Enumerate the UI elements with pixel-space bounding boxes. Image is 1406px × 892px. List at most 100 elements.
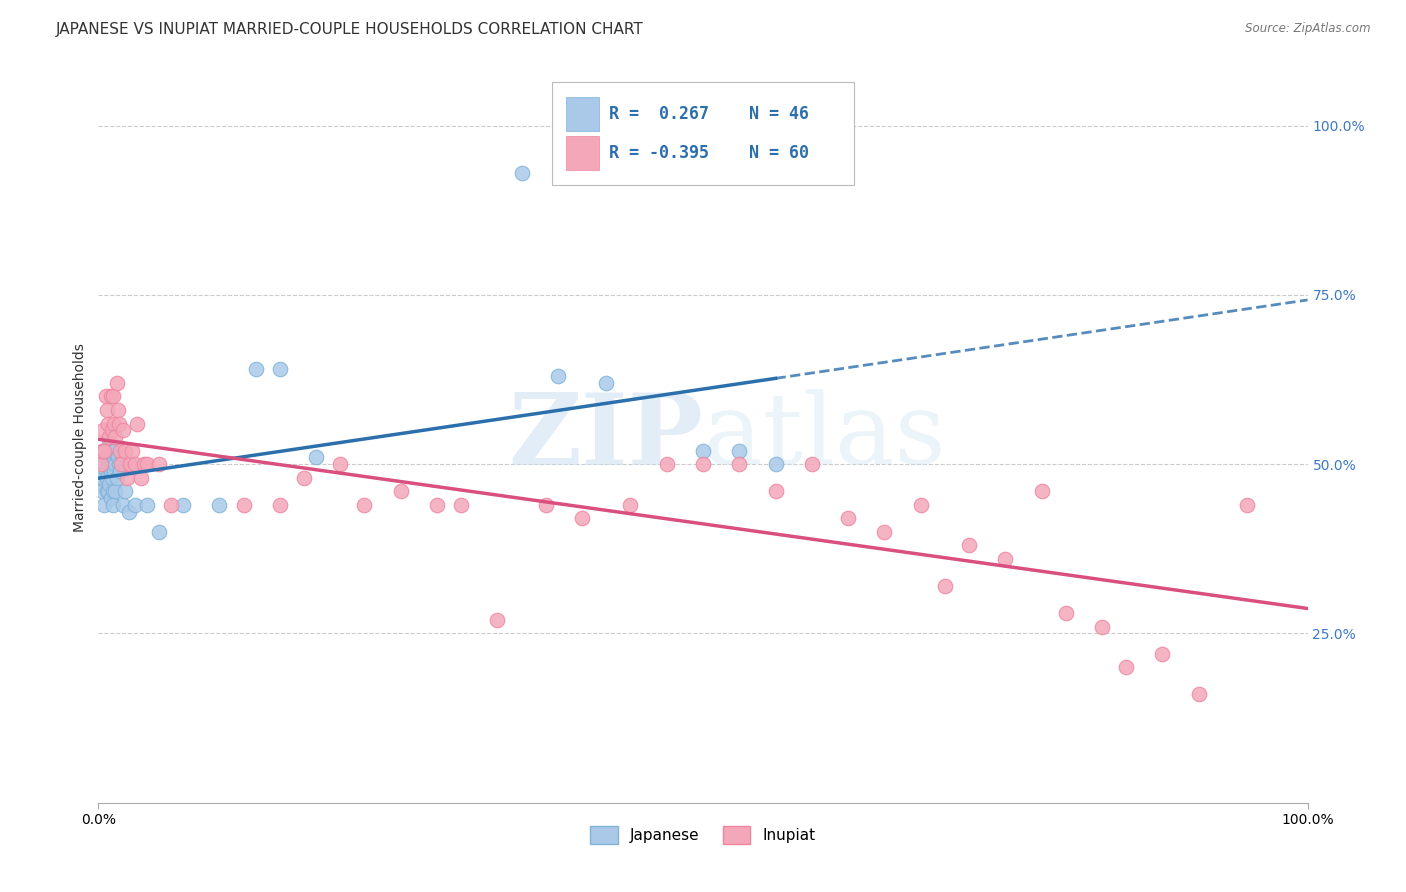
Point	[100, 389, 122, 403]
FancyBboxPatch shape	[567, 136, 599, 170]
Point	[91, 423, 114, 437]
Point	[135, 457, 157, 471]
Point	[117, 471, 139, 485]
Point	[571, 511, 593, 525]
Point	[94, 464, 117, 478]
Point	[692, 443, 714, 458]
Point	[103, 443, 125, 458]
Point	[1031, 484, 1053, 499]
Point	[232, 498, 254, 512]
Point	[800, 457, 823, 471]
Point	[107, 403, 129, 417]
Point	[486, 613, 509, 627]
FancyBboxPatch shape	[551, 82, 855, 185]
Point	[728, 457, 751, 471]
Point	[510, 166, 533, 180]
Point	[148, 457, 170, 471]
Point	[100, 423, 122, 437]
Point	[910, 498, 932, 512]
Point	[94, 443, 117, 458]
Point	[208, 498, 231, 512]
Point	[1236, 498, 1258, 512]
Point	[108, 457, 131, 471]
Point	[100, 491, 122, 505]
Text: Source: ZipAtlas.com: Source: ZipAtlas.com	[1246, 22, 1371, 36]
Point	[134, 457, 156, 471]
Point	[108, 464, 131, 478]
Point	[692, 457, 714, 471]
Point	[100, 443, 122, 458]
Point	[105, 376, 128, 390]
Point	[91, 484, 114, 499]
Point	[114, 484, 136, 499]
Point	[426, 498, 449, 512]
Point	[100, 471, 122, 485]
Point	[93, 457, 115, 471]
Point	[305, 450, 328, 465]
Point	[108, 417, 131, 431]
Point	[94, 389, 117, 403]
Point	[90, 477, 112, 491]
Point	[873, 524, 896, 539]
Point	[93, 498, 115, 512]
Point	[353, 498, 375, 512]
Point	[292, 471, 315, 485]
Point	[269, 362, 291, 376]
Point	[1188, 688, 1211, 702]
Point	[105, 471, 128, 485]
Point	[91, 471, 114, 485]
Point	[97, 417, 120, 431]
Point	[96, 403, 118, 417]
Text: ZIP: ZIP	[508, 389, 703, 485]
Point	[101, 389, 124, 403]
Point	[98, 430, 121, 444]
Point	[110, 457, 132, 471]
Point	[619, 498, 641, 512]
Point	[101, 498, 124, 512]
Point	[91, 443, 114, 458]
Point	[98, 437, 121, 451]
Point	[329, 457, 352, 471]
Point	[129, 471, 152, 485]
Text: atlas: atlas	[703, 389, 946, 485]
Point	[98, 477, 121, 491]
Legend: Japanese, Inupiat: Japanese, Inupiat	[585, 820, 821, 850]
Point	[595, 376, 617, 390]
Point	[124, 457, 146, 471]
Point	[765, 457, 787, 471]
Point	[1091, 620, 1114, 634]
Point	[100, 457, 122, 471]
Point	[107, 450, 129, 465]
Point	[97, 450, 120, 465]
Point	[100, 464, 122, 478]
Point	[245, 362, 267, 376]
Point	[534, 498, 557, 512]
Point	[121, 443, 143, 458]
Point	[934, 579, 956, 593]
Point	[93, 443, 115, 458]
Point	[97, 484, 120, 499]
Point	[148, 524, 170, 539]
Point	[96, 484, 118, 499]
Point	[728, 443, 751, 458]
Point	[124, 498, 146, 512]
Point	[957, 538, 980, 552]
Point	[127, 417, 149, 431]
Point	[450, 498, 472, 512]
Text: R = -0.395    N = 60: R = -0.395 N = 60	[609, 145, 808, 162]
Point	[104, 484, 127, 499]
Point	[108, 443, 131, 458]
Point	[1054, 606, 1077, 620]
Point	[90, 457, 112, 471]
Point	[96, 471, 118, 485]
FancyBboxPatch shape	[567, 96, 599, 131]
Point	[104, 457, 127, 471]
Point	[101, 484, 124, 499]
Point	[837, 511, 859, 525]
Point	[160, 498, 183, 512]
Point	[103, 464, 125, 478]
Point	[97, 457, 120, 471]
Point	[269, 498, 291, 512]
Point	[389, 484, 412, 499]
Point	[104, 430, 127, 444]
